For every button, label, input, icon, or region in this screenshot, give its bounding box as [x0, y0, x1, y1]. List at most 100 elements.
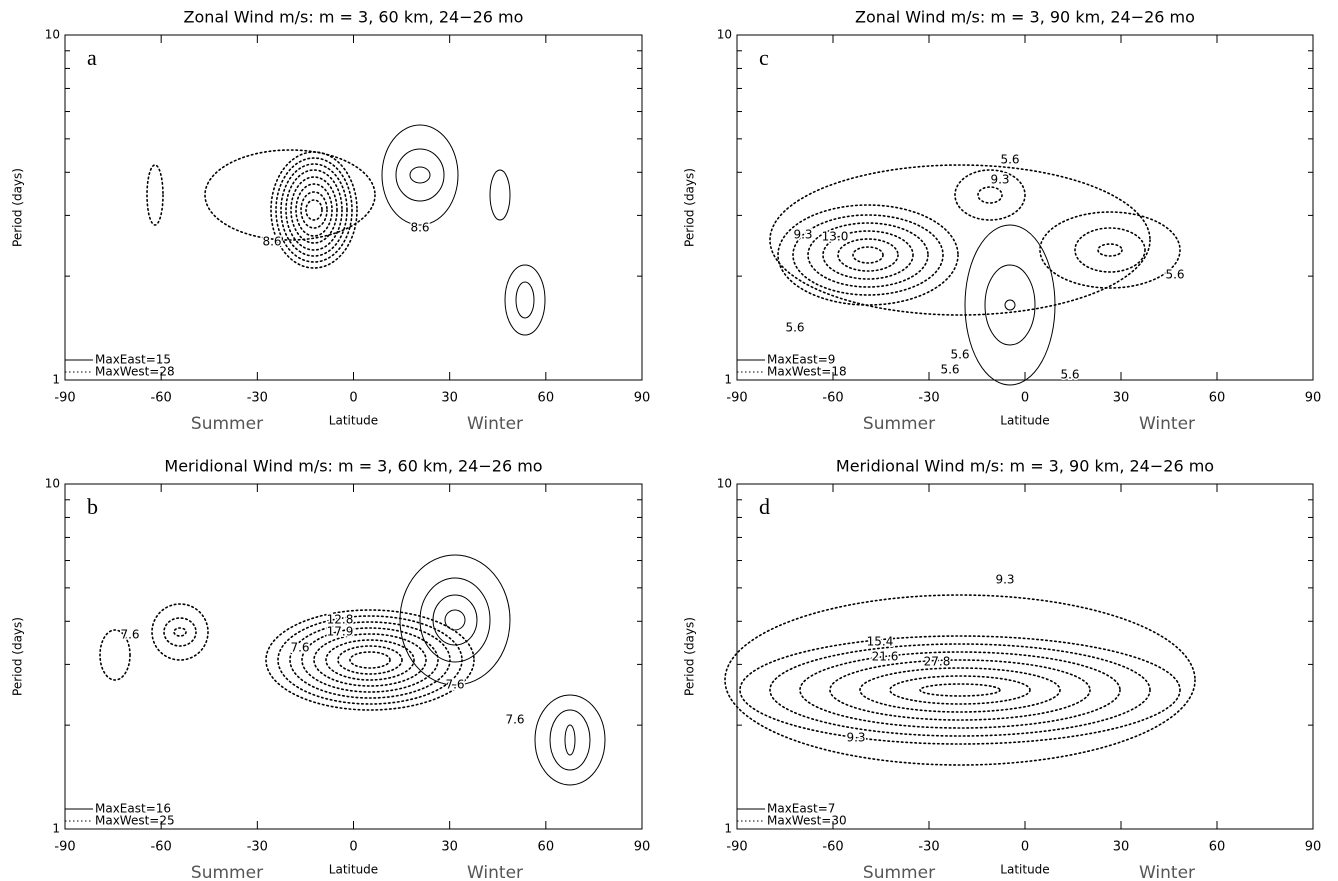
- contour: [549, 709, 591, 771]
- contour-label: 5.6: [940, 363, 959, 377]
- contour-label: 21.6: [872, 650, 899, 664]
- x-annotation: Summer: [863, 863, 935, 881]
- contour: [489, 169, 511, 221]
- x-annotation: Winter: [1139, 863, 1195, 881]
- x-tick-label: -90: [54, 840, 75, 855]
- contour: [964, 224, 1056, 386]
- panel-title: Meridional Wind m/s: m = 3, 60 km, 24−26…: [164, 457, 542, 476]
- x-tick-label: 30: [1113, 391, 1130, 406]
- contour-label: 8.6: [262, 235, 281, 249]
- contour-label: 9.3: [793, 228, 812, 242]
- x-tick-label: 0: [1021, 840, 1029, 855]
- contour: [807, 222, 929, 288]
- contour: [300, 191, 328, 229]
- y-tick-label: 10: [717, 477, 732, 491]
- y-tick-label: 1: [724, 822, 732, 836]
- x-tick-label: 30: [441, 391, 458, 406]
- x-annotation: Winter: [467, 863, 523, 881]
- panel-title: Zonal Wind m/s: m = 3, 60 km, 24−26 mo: [184, 8, 524, 27]
- contour-label: 15.4: [867, 635, 894, 649]
- contour: [1097, 243, 1123, 257]
- contour-label: 8.6: [410, 221, 429, 235]
- plot-frame: [64, 483, 643, 830]
- contour: [337, 645, 403, 675]
- x-axis-label: Latitude: [329, 863, 378, 877]
- x-tick-label: -30: [247, 391, 268, 406]
- contour: [792, 214, 944, 296]
- x-tick-label: 30: [441, 840, 458, 855]
- contour: [163, 617, 197, 647]
- contour: [564, 724, 576, 756]
- contour: [173, 627, 187, 637]
- x-axis-label: Latitude: [1000, 863, 1049, 877]
- contour: [265, 609, 475, 711]
- contour-label: 5.6: [950, 348, 969, 362]
- contour: [769, 643, 1151, 737]
- legend-label: MaxEast=7: [767, 802, 835, 816]
- contour: [515, 281, 535, 319]
- legend-label: MaxEast=15: [95, 353, 171, 367]
- x-annotation: Summer: [863, 414, 935, 434]
- x-tick-label: -60: [822, 840, 843, 855]
- contour-label: 5.6: [1165, 268, 1184, 282]
- contour: [305, 199, 323, 221]
- contour: [859, 667, 1061, 713]
- x-tick-label: -90: [726, 840, 747, 855]
- contour: [280, 163, 348, 257]
- contour-label: 9.3: [846, 731, 865, 745]
- x-tick-label: -90: [54, 391, 75, 406]
- y-tick-label: 1: [52, 822, 60, 836]
- x-tick-label: 90: [1305, 391, 1322, 406]
- contour-label: 5.6: [1000, 153, 1019, 167]
- contour: [777, 204, 959, 306]
- x-axis-label: Latitude: [329, 414, 378, 428]
- y-axis-label: Period (days): [11, 617, 25, 696]
- panel: Zonal Wind m/s: m = 3, 60 km, 24−26 mo a -…: [11, 8, 651, 435]
- contour: [799, 651, 1121, 729]
- contour: [984, 264, 1036, 346]
- y-tick-label: 1: [52, 373, 60, 387]
- x-tick-label: 0: [1021, 391, 1029, 406]
- contour: [432, 594, 478, 646]
- x-annotation: Summer: [191, 863, 263, 881]
- x-tick-label: 60: [538, 840, 555, 855]
- panel-title: Zonal Wind m/s: m = 3, 90 km, 24−26 mo: [855, 8, 1195, 27]
- x-tick-label: -30: [918, 391, 939, 406]
- y-axis-label: Period (days): [683, 168, 697, 247]
- panel-letter: b: [87, 494, 98, 519]
- contour: [295, 183, 333, 237]
- contour-label: 7.6: [120, 628, 139, 642]
- contour: [534, 694, 606, 786]
- panel-letter: a: [87, 45, 97, 70]
- x-tick-label: -30: [918, 840, 939, 855]
- contour-label: 9.3: [995, 573, 1014, 587]
- contour: [769, 164, 1151, 316]
- contour: [313, 633, 427, 687]
- contour: [444, 609, 466, 631]
- contour: [829, 659, 1091, 721]
- contour: [1004, 299, 1016, 311]
- contour: [381, 124, 459, 226]
- contour: [151, 603, 209, 661]
- legend-label: MaxEast=9: [767, 353, 835, 367]
- x-tick-label: 30: [1113, 840, 1130, 855]
- contour: [919, 683, 1001, 697]
- x-tick-label: 0: [349, 391, 357, 406]
- contour: [285, 169, 343, 251]
- legend-label: MaxWest=28: [95, 365, 175, 379]
- contour: [399, 554, 511, 686]
- panel: Zonal Wind m/s: m = 3, 90 km, 24−26 mo c -…: [683, 8, 1322, 435]
- contour: [275, 157, 353, 263]
- y-tick-label: 10: [45, 477, 60, 491]
- plot-frame: [736, 34, 1314, 381]
- contour: [889, 675, 1031, 705]
- x-tick-label: 60: [1209, 840, 1226, 855]
- x-tick-label: 60: [538, 391, 555, 406]
- contour-label: 7.6: [290, 641, 309, 655]
- plot-frame: [64, 34, 643, 381]
- x-tick-label: 0: [349, 840, 357, 855]
- contour: [290, 176, 338, 244]
- y-tick-label: 10: [45, 28, 60, 42]
- contour: [395, 148, 445, 202]
- contour: [724, 594, 1196, 766]
